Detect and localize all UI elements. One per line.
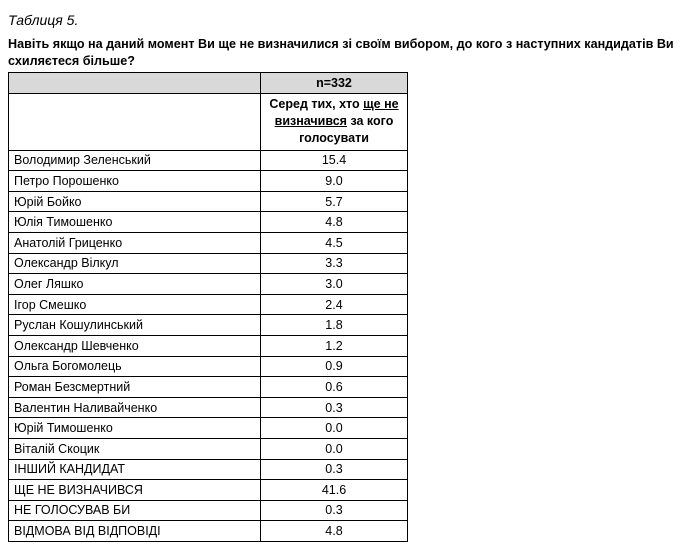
table-row: Руслан Кошулинський 1.8: [8, 314, 408, 336]
header-row: n=332: [8, 72, 408, 94]
header-empty: [8, 72, 261, 94]
header-text: Серед тих, хто: [269, 97, 364, 112]
table-row: ЩЕ НЕ ВИЗНАЧИВСЯ 41.6: [8, 479, 408, 501]
candidate-name: Олег Ляшко: [8, 273, 261, 295]
percent-value: 1.8: [260, 314, 408, 336]
percent-value: 4.8: [260, 211, 408, 233]
table-row: Валентин Наливайченко 0.3: [8, 396, 408, 419]
question: Навіть якщо на даний момент Ви ще не виз…: [8, 37, 674, 68]
percent-value: 0.6: [260, 376, 408, 398]
sample-size: n=332: [260, 72, 408, 94]
candidate-name: Юрій Тимошенко: [8, 417, 261, 439]
percent-value: 0.0: [260, 437, 408, 460]
table-row: Олександр Шевченко 1.2: [8, 334, 408, 357]
table-row: Володимир Зеленський 15.4: [8, 149, 408, 172]
percent-value: 4.8: [260, 520, 408, 542]
percent-value: 0.3: [260, 499, 408, 522]
percent-value: 2.4: [260, 293, 408, 316]
candidate-name: Віталій Скоцик: [8, 437, 261, 460]
candidate-name: Руслан Кошулинський: [8, 314, 261, 336]
percent-value: 0.3: [260, 396, 408, 419]
candidate-name: Олександр Шевченко: [8, 334, 261, 357]
candidate-name: Ігор Смешко: [8, 293, 261, 316]
header-underlined: ще не визначився: [274, 97, 399, 129]
candidate-name: Юрій Бойко: [8, 190, 261, 213]
percent-value: 41.6: [260, 479, 408, 501]
candidate-name: Роман Безсмертний: [8, 376, 261, 398]
table-row: Ольга Богомолець 0.9: [8, 355, 408, 378]
percent-value: 0.3: [260, 458, 408, 481]
percent-value: 0.0: [260, 417, 408, 439]
table-row: Анатолій Гриценко 4.5: [8, 231, 408, 254]
candidate-name: Анатолій Гриценко: [8, 231, 261, 254]
candidate-name: Ольга Богомолець: [8, 355, 261, 378]
table-row: НЕ ГОЛОСУВАВ БИ 0.3: [8, 499, 408, 522]
candidate-name: ІНШИЙ КАНДИДАТ: [8, 458, 261, 481]
percent-value: 0.9: [260, 355, 408, 378]
table-row: ВІДМОВА ВІД ВІДПОВІДІ 4.8: [8, 520, 408, 542]
candidate-name: Валентин Наливайченко: [8, 396, 261, 419]
results-table: n=332 Серед тих, хто ще не визначився за…: [8, 72, 408, 542]
table-row: Роман Безсмертний 0.6: [8, 376, 408, 398]
table-row: Олександр Вілкул 3.3: [8, 252, 408, 275]
header-empty: [8, 92, 261, 151]
candidate-name: ВІДМОВА ВІД ВІДПОВІДІ: [8, 520, 261, 542]
percent-value: 5.7: [260, 190, 408, 213]
table-row: Юрій Тимошенко 0.0: [8, 417, 408, 439]
table-row: Петро Порошенко 9.0: [8, 170, 408, 192]
percent-value: 15.4: [260, 149, 408, 172]
header-row: Серед тих, хто ще не визначився за кого …: [8, 92, 408, 151]
header-text: за кого голосувати: [299, 114, 394, 146]
table-row: ІНШИЙ КАНДИДАТ 0.3: [8, 458, 408, 481]
candidate-name: Володимир Зеленський: [8, 149, 261, 172]
percent-value: 4.5: [260, 231, 408, 254]
candidate-name: Олександр Вілкул: [8, 252, 261, 275]
column-header: Серед тих, хто ще не визначився за кого …: [260, 92, 408, 151]
table-row: Ігор Смешко 2.4: [8, 293, 408, 316]
candidate-name: ЩЕ НЕ ВИЗНАЧИВСЯ: [8, 479, 261, 501]
table-row: Віталій Скоцик 0.0: [8, 437, 408, 460]
table-row: Олег Ляшко 3.0: [8, 273, 408, 295]
percent-value: 1.2: [260, 334, 408, 357]
candidate-name: Юлія Тимошенко: [8, 211, 261, 233]
caption: Таблиця 5.: [8, 12, 79, 28]
candidate-name: НЕ ГОЛОСУВАВ БИ: [8, 499, 261, 522]
percent-value: 3.0: [260, 273, 408, 295]
candidate-name: Петро Порошенко: [8, 170, 261, 192]
percent-value: 3.3: [260, 252, 408, 275]
table-row: Юлія Тимошенко 4.8: [8, 211, 408, 233]
table-row: Юрій Бойко 5.7: [8, 190, 408, 213]
percent-value: 9.0: [260, 170, 408, 192]
